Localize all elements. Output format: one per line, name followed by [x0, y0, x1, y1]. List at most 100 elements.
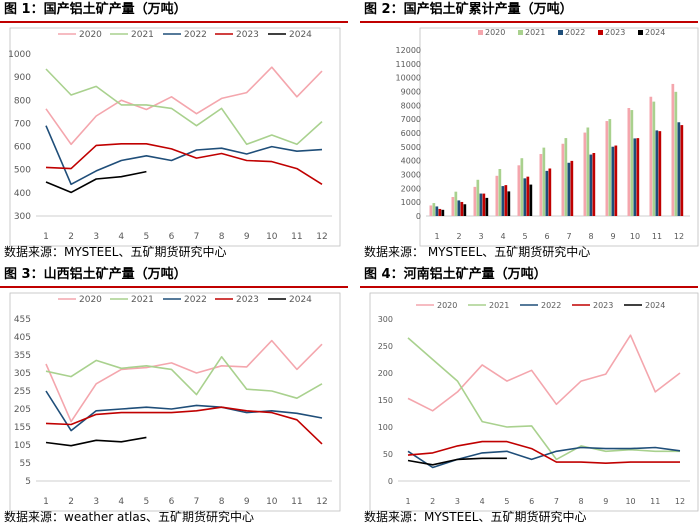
series-line-2022 [45, 125, 323, 186]
x-tick-label: 5 [143, 232, 149, 242]
legend-label: 2024 [289, 30, 312, 40]
bar [517, 165, 521, 216]
legend-label: 2021 [131, 30, 154, 40]
y-tick-label: 255 [14, 387, 31, 397]
series-line-2020 [45, 339, 323, 423]
chart-title: 图 4：河南铝土矿产量（万吨） [364, 267, 547, 282]
y-tick-label: 405 [14, 333, 31, 343]
bar [614, 145, 618, 216]
chart-panel-4: 图 4：河南铝土矿产量（万吨） 0 50 100 150 200 250 300 1 2 3 4 5 6… [360, 265, 700, 527]
title-divider [0, 286, 348, 288]
chart-source: 数据来源：MYSTEEL、五矿期货研究中心 [364, 510, 587, 524]
x-tick-label: 7 [554, 497, 559, 506]
legend-swatch [518, 30, 523, 35]
y-tick-label: 5 [25, 477, 31, 487]
title-divider [0, 21, 348, 23]
x-tick-label: 1 [43, 497, 49, 507]
bar [674, 91, 678, 216]
x-tick-label: 12 [674, 232, 684, 241]
y-tick-label: 455 [14, 315, 31, 325]
bar [438, 208, 442, 216]
x-tick-label: 8 [579, 497, 584, 506]
title-divider [360, 286, 698, 288]
y-tick-label: 8000 [401, 101, 421, 110]
bar [504, 185, 508, 216]
chart-panel-3: 图 3：山西铝土矿产量（万吨） 5 55 105 155 205 255 305 355 405… [0, 265, 350, 527]
x-tick-label: 5 [504, 497, 509, 506]
legend-label: 2020 [79, 30, 102, 40]
y-tick-label: 700 [14, 119, 31, 129]
legend-label: 2023 [593, 301, 613, 310]
bar [583, 132, 587, 216]
bar [529, 184, 533, 216]
x-tick-label: 10 [266, 497, 278, 507]
x-tick-label: 3 [455, 497, 460, 506]
x-tick-label: 12 [316, 497, 327, 507]
bar [451, 197, 455, 216]
legend-swatch [638, 30, 643, 35]
x-tick-label: 11 [652, 232, 662, 241]
x-tick-label: 2 [68, 232, 74, 242]
chart-source: 数据来源：MYSTEEL、五矿期货研究中心 [4, 245, 227, 259]
bar [435, 206, 439, 216]
chart-frame [9, 27, 341, 247]
series-line-2020 [407, 334, 681, 412]
x-tick-label: 3 [93, 497, 99, 507]
y-tick-label: 10000 [396, 74, 421, 83]
bar [592, 153, 596, 216]
legend-label: 2024 [645, 28, 665, 37]
y-tick-label: 200 [378, 369, 393, 378]
x-tick-label: 4 [500, 232, 505, 241]
y-tick-label: 12000 [396, 46, 421, 55]
y-tick-label: 300 [14, 212, 31, 222]
bar [677, 122, 681, 216]
y-tick-label: 250 [378, 342, 393, 351]
bar [680, 125, 684, 216]
bar [520, 158, 524, 216]
x-tick-label: 6 [544, 232, 549, 241]
legend-label: 2021 [489, 301, 509, 310]
y-tick-label: 155 [14, 423, 31, 433]
series-line-2021 [45, 68, 323, 146]
legend-label: 2020 [437, 301, 457, 310]
bar [570, 160, 574, 216]
legend-swatch [598, 30, 603, 35]
x-tick-label: 9 [610, 232, 615, 241]
legend-label: 2024 [645, 301, 665, 310]
y-tick-label: 900 [14, 73, 31, 83]
chart-frame [419, 27, 699, 247]
bar [627, 108, 631, 216]
bar [432, 203, 436, 216]
x-tick-label: 9 [603, 497, 608, 506]
x-tick-label: 6 [529, 497, 534, 506]
bar [655, 130, 659, 216]
legend-label: 2022 [541, 301, 561, 310]
legend-swatch [558, 30, 563, 35]
chart-source: 数据来源： MYSTEEL、五矿期货研究中心 [364, 245, 591, 259]
x-tick-label: 3 [478, 232, 483, 241]
x-tick-label: 7 [194, 232, 200, 242]
legend-label: 2023 [605, 28, 625, 37]
x-tick-label: 9 [244, 497, 250, 507]
legend-label: 2022 [184, 30, 207, 40]
y-tick-label: 3000 [401, 171, 421, 180]
bar [633, 138, 637, 216]
bar [498, 168, 502, 216]
y-tick-label: 1000 [8, 50, 31, 60]
y-tick-label: 6000 [401, 129, 421, 138]
chart-frame [9, 292, 341, 512]
y-tick-label: 305 [14, 369, 31, 379]
chart-title: 图 3：山西铝土矿产量（万吨） [4, 267, 187, 282]
y-tick-label: 400 [14, 189, 31, 199]
legend-label: 2023 [236, 295, 259, 305]
bar [523, 178, 527, 216]
series-line-2023 [45, 143, 323, 185]
bar [526, 176, 530, 216]
y-tick-label: 5000 [401, 143, 421, 152]
x-tick-label: 6 [169, 232, 175, 242]
x-tick-label: 10 [630, 232, 640, 241]
legend-label: 2024 [289, 295, 312, 305]
bar [429, 205, 433, 216]
series-line-2024 [45, 170, 147, 194]
